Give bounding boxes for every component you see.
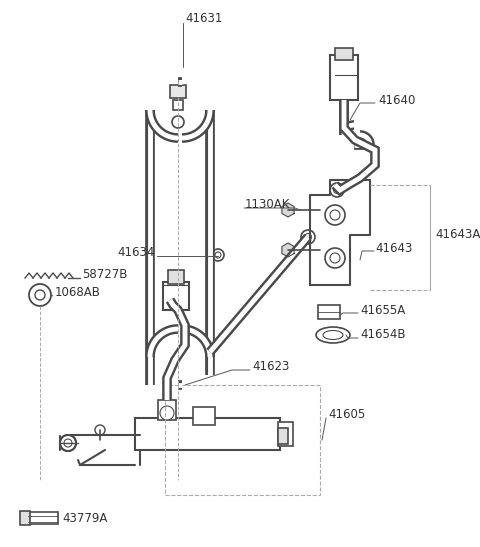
Bar [193, 407, 215, 425]
Circle shape [95, 425, 105, 435]
Text: 41643A: 41643A [435, 229, 480, 241]
Circle shape [29, 284, 51, 306]
Circle shape [172, 116, 184, 128]
Circle shape [301, 230, 315, 244]
Bar [163, 282, 189, 310]
Text: 41605: 41605 [328, 409, 365, 422]
Text: 41634: 41634 [118, 247, 155, 259]
Bar [318, 305, 340, 319]
Circle shape [304, 234, 312, 241]
Bar [165, 385, 320, 495]
Text: 1068AB: 1068AB [55, 287, 101, 300]
Polygon shape [282, 203, 294, 217]
Text: 41654B: 41654B [360, 329, 406, 341]
Circle shape [334, 187, 340, 194]
Circle shape [212, 249, 224, 261]
Ellipse shape [60, 435, 76, 451]
Text: 41640: 41640 [378, 94, 415, 107]
Text: 1130AK: 1130AK [245, 199, 290, 212]
Circle shape [325, 205, 345, 225]
Bar [158, 400, 176, 420]
Circle shape [160, 406, 174, 420]
Circle shape [60, 435, 76, 451]
Circle shape [64, 439, 72, 447]
Text: 41623: 41623 [252, 360, 289, 374]
Circle shape [330, 210, 340, 220]
Bar [28, 512, 58, 524]
Polygon shape [173, 37, 183, 48]
Circle shape [330, 183, 344, 197]
Bar [335, 48, 353, 60]
Ellipse shape [316, 327, 350, 343]
Circle shape [215, 252, 221, 258]
Bar [20, 511, 30, 525]
Polygon shape [282, 243, 294, 257]
Ellipse shape [323, 330, 343, 340]
Text: 43779A: 43779A [62, 511, 108, 525]
Bar [173, 100, 183, 110]
Bar [330, 55, 358, 100]
Circle shape [330, 253, 340, 263]
Bar [170, 85, 186, 98]
Circle shape [325, 248, 345, 268]
Text: 41655A: 41655A [360, 304, 405, 317]
Circle shape [35, 290, 45, 300]
Text: 58727B: 58727B [82, 269, 127, 282]
Text: 41643: 41643 [375, 241, 412, 254]
Bar [135, 418, 280, 450]
Bar [168, 270, 184, 284]
Text: 41631: 41631 [185, 11, 222, 25]
Bar [278, 422, 293, 446]
Bar [278, 428, 288, 444]
